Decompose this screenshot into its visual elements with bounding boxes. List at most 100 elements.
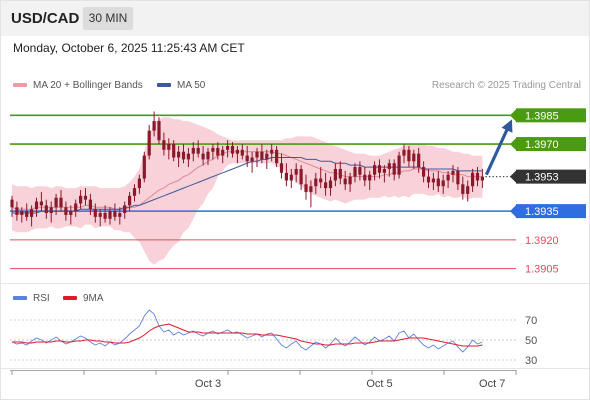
- candle: [250, 157, 254, 162]
- candle: [338, 168, 342, 179]
- level-label: 1.3970: [525, 139, 559, 151]
- candle: [441, 180, 445, 187]
- ma50-label: MA 50: [177, 80, 206, 91]
- level-label: 1.3935: [525, 206, 559, 218]
- candle: [74, 203, 78, 212]
- candle: [348, 176, 352, 185]
- candle: [475, 172, 480, 181]
- level-label-pointer: [510, 205, 516, 218]
- candle: [196, 147, 200, 154]
- candle: [221, 149, 225, 156]
- candle: [235, 149, 239, 154]
- x-axis-tick-label: Oct 5: [366, 378, 392, 390]
- candle: [88, 199, 92, 210]
- candle: [255, 151, 259, 158]
- candle: [118, 213, 122, 217]
- candle: [397, 155, 401, 175]
- candle: [44, 205, 48, 214]
- candle: [83, 195, 88, 200]
- credit-text: Research © 2025 Trading Central: [431, 80, 581, 91]
- candle: [265, 153, 269, 160]
- level-label-pointer: [510, 138, 516, 151]
- level-label-bg: [516, 108, 586, 123]
- level-label: 1.3905: [525, 264, 559, 276]
- level-label-pointer: [510, 170, 516, 183]
- candle: [333, 168, 337, 181]
- timestamp: Monday, October 6, 2025 11:25:43 AM CET: [13, 41, 245, 55]
- candle: [147, 130, 151, 156]
- candle: [191, 147, 195, 154]
- forecast-arrow: [484, 124, 511, 176]
- candle: [446, 174, 450, 181]
- candle: [15, 207, 19, 215]
- candle: [284, 172, 288, 181]
- candle: [64, 207, 68, 215]
- candle: [279, 163, 284, 173]
- candle: [54, 197, 58, 208]
- candle: [128, 195, 132, 206]
- level-label-pointer: [510, 109, 516, 122]
- candle: [132, 188, 137, 196]
- candle: [387, 163, 391, 169]
- candle: [216, 147, 220, 156]
- candle: [137, 178, 141, 189]
- legend-ma50: MA 50: [157, 80, 205, 91]
- ma50-swatch: [157, 83, 171, 88]
- ma9-swatch: [63, 296, 77, 301]
- candle: [39, 201, 43, 206]
- candle: [93, 209, 97, 217]
- rsi-label: RSI: [33, 293, 50, 304]
- candle: [368, 174, 372, 181]
- rsi-tick-label: 50: [525, 335, 537, 347]
- toolbar: USD/CAD 30 MIN: [0, 0, 590, 36]
- candle: [314, 178, 318, 187]
- candle: [461, 184, 465, 194]
- candle: [431, 178, 435, 183]
- candle: [69, 211, 73, 215]
- timeframe-button[interactable]: 30 MIN: [83, 7, 133, 30]
- candle: [162, 140, 166, 150]
- candle: [422, 167, 426, 177]
- candle: [456, 170, 460, 185]
- candle: [59, 197, 63, 208]
- candle: [392, 163, 396, 175]
- candle: [412, 153, 416, 162]
- rsi-swatch: [13, 296, 27, 301]
- candle: [240, 149, 244, 156]
- level-label: 1.3985: [525, 110, 559, 122]
- legend-rsi: RSI: [13, 293, 50, 304]
- candle: [417, 153, 421, 168]
- candle: [20, 211, 24, 215]
- rsi-tick-label: 70: [525, 315, 537, 327]
- candle: [79, 195, 83, 204]
- ma20-label: MA 20 + Bollinger Bands: [33, 80, 143, 91]
- candle: [480, 176, 484, 181]
- candle: [34, 201, 39, 210]
- candle: [201, 153, 205, 160]
- candle: [426, 176, 431, 183]
- candle: [382, 168, 386, 173]
- candle: [123, 205, 127, 214]
- ma9-label: 9MA: [83, 293, 104, 304]
- candle: [466, 186, 470, 194]
- candle: [152, 121, 156, 131]
- candle: [363, 174, 367, 181]
- candle: [186, 153, 190, 160]
- x-axis-tick-label: Oct 7: [479, 378, 505, 390]
- candle: [177, 151, 181, 158]
- symbol-title: USD/CAD: [11, 10, 80, 27]
- candle: [377, 165, 382, 173]
- candle: [353, 167, 357, 177]
- candle: [98, 213, 102, 217]
- candle: [343, 178, 347, 185]
- candle: [49, 207, 53, 214]
- candle: [299, 168, 303, 185]
- candle: [275, 149, 279, 164]
- candle: [181, 151, 186, 160]
- level-label-bg: [516, 169, 586, 184]
- candle: [328, 180, 333, 189]
- candle: [113, 211, 117, 217]
- candle: [373, 165, 377, 175]
- candle: [30, 209, 34, 217]
